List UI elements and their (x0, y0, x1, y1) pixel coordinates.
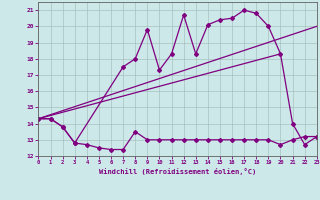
X-axis label: Windchill (Refroidissement éolien,°C): Windchill (Refroidissement éolien,°C) (99, 168, 256, 175)
